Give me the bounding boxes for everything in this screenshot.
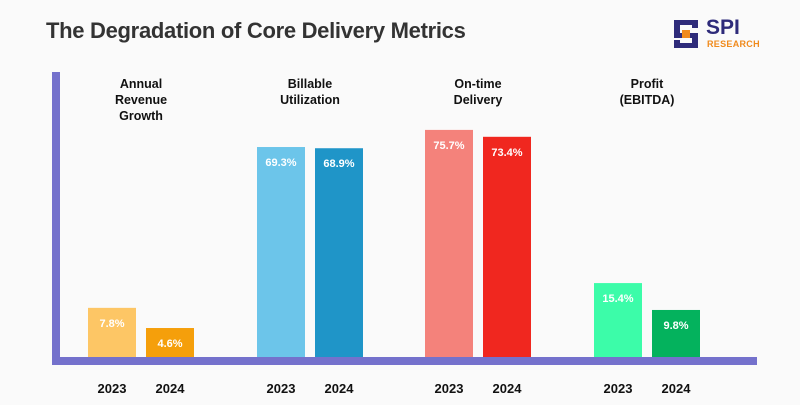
chart-title: The Degradation of Core Delivery Metrics [46, 18, 466, 43]
category-label: Growth [119, 109, 163, 123]
spi-logo-icon [674, 20, 698, 48]
y-axis [52, 72, 60, 365]
value-label: 4.6% [157, 338, 182, 350]
category-label: Revenue [115, 93, 167, 107]
year-label: 2024 [493, 381, 523, 396]
bar-2024 [652, 309, 700, 357]
category-label: Billable [288, 77, 333, 91]
bar-2024 [315, 148, 363, 357]
year-label: 2024 [156, 381, 186, 396]
value-label: 75.7% [433, 140, 464, 152]
bar-2023 [257, 147, 305, 357]
category-label: Utilization [280, 93, 340, 107]
category-label: Profit [631, 77, 664, 91]
bar-2024 [483, 136, 531, 357]
value-label: 68.9% [323, 158, 354, 170]
value-label: 9.8% [663, 320, 688, 332]
value-label: 7.8% [99, 318, 124, 330]
bar-2023 [594, 283, 642, 357]
bar-2024 [146, 328, 194, 357]
bar-2023 [425, 129, 473, 357]
category-label: (EBITDA) [620, 93, 675, 107]
year-label: 2023 [267, 381, 296, 396]
x-axis [52, 357, 757, 365]
bar-2023 [88, 307, 136, 357]
year-label: 2023 [435, 381, 464, 396]
year-label: 2024 [325, 381, 355, 396]
spi-research-logo: SPI RESEARCH [672, 16, 772, 54]
value-label: 73.4% [491, 147, 522, 159]
category-label: Annual [120, 77, 162, 91]
value-label: 69.3% [265, 157, 296, 169]
category-label: On-time [454, 77, 501, 91]
year-label: 2023 [98, 381, 127, 396]
logo-name: SPI [706, 16, 740, 39]
year-label: 2024 [662, 381, 692, 396]
logo-sub: RESEARCH [707, 39, 760, 49]
year-label: 2023 [604, 381, 633, 396]
value-label: 15.4% [602, 293, 633, 305]
category-label: Delivery [454, 93, 503, 107]
